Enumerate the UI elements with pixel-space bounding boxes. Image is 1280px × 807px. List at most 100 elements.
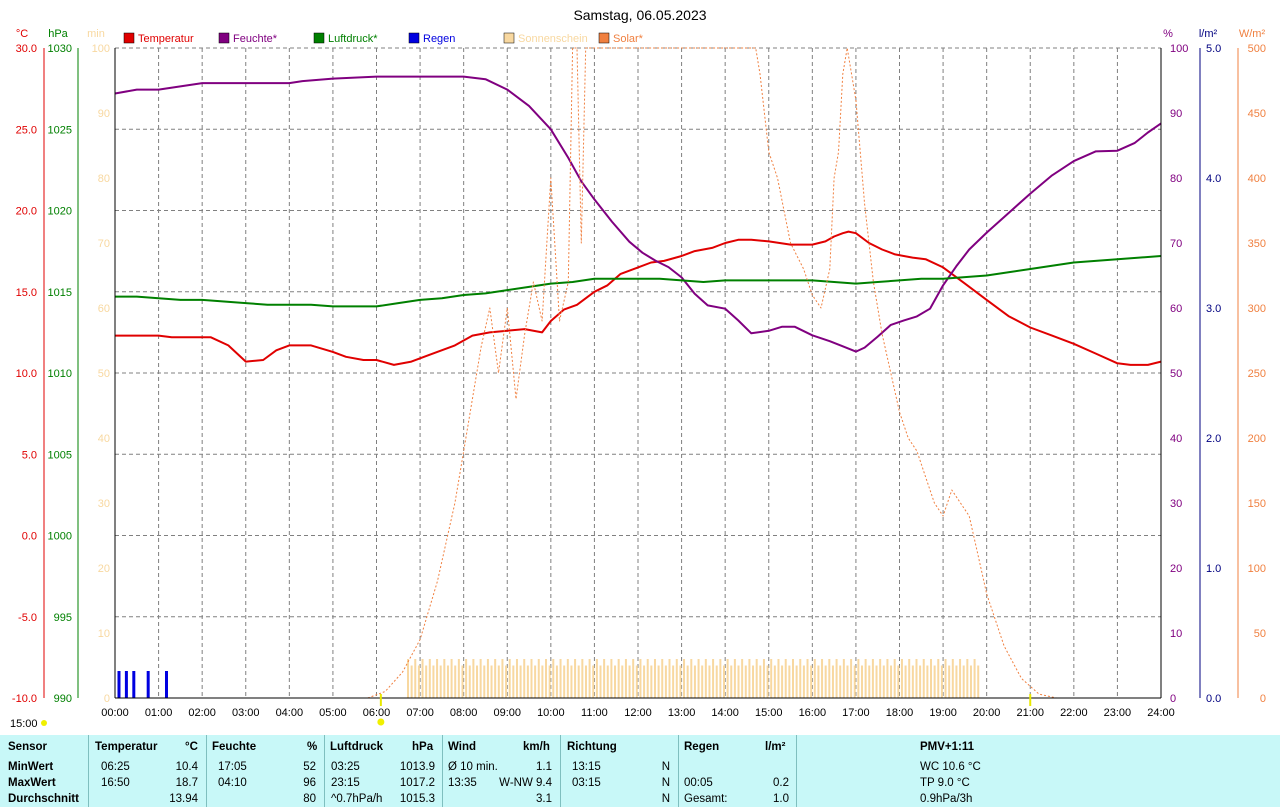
rain-tick-label: 5.0 xyxy=(1206,43,1221,55)
weather-chart: Samstag, 06.05.2023 30.0 25.0 20.0 15.0 10.0… xyxy=(10,7,1266,730)
sunshine-bar xyxy=(545,659,548,698)
sunshine-bar xyxy=(588,659,591,698)
sunshine-bar xyxy=(606,665,609,698)
hum-tick-label: 80 xyxy=(1170,173,1182,185)
solar-tick-label: 50 xyxy=(1254,628,1266,640)
stats-header-temp: Temperatur xyxy=(95,741,158,753)
press-tick-label: 1005 xyxy=(48,449,72,461)
sunrise-label-dot xyxy=(41,720,47,726)
sunshine-bar xyxy=(940,665,943,698)
press-tick-label: 1015 xyxy=(48,287,72,299)
sunshine-bar xyxy=(719,659,722,698)
sunshine-bar xyxy=(748,659,751,698)
legend-swatch xyxy=(123,32,135,44)
stats-cell-label: MinWert xyxy=(8,761,54,773)
rain-bar xyxy=(146,671,150,698)
stats-cell-press_time: ^0.7hPa/h xyxy=(331,793,383,805)
sunshine-bar xyxy=(519,665,522,698)
sunshine-bar xyxy=(450,659,453,698)
stats-header-rain-unit: l/m² xyxy=(765,741,786,753)
sunshine-bar xyxy=(468,665,471,698)
sunshine-bar xyxy=(955,665,958,698)
sunshine-bar xyxy=(577,665,580,698)
hum-tick-label: 90 xyxy=(1170,108,1182,120)
sunshine-bar xyxy=(908,659,911,698)
sunshine-bar xyxy=(574,659,577,698)
sunshine-bar xyxy=(897,665,900,698)
sunshine-bar xyxy=(882,665,885,698)
stats-cell-hum: 52 xyxy=(303,761,316,773)
sunshine-bar xyxy=(948,665,951,698)
stats-cell-press: 1013.9 xyxy=(399,761,435,773)
solar-tick-label: 300 xyxy=(1248,303,1266,315)
sunshine-bar xyxy=(788,665,791,698)
stats-cell-press: 1017.2 xyxy=(399,777,435,789)
solar-tick-label: 250 xyxy=(1248,368,1266,380)
sunshine-bar xyxy=(715,665,718,698)
x-tick-label: 10:00 xyxy=(537,707,565,719)
legend-swatch xyxy=(598,32,610,44)
stats-cell-wind: 1.1 xyxy=(536,761,552,773)
sunshine-bar xyxy=(951,659,954,698)
sunshine-bar xyxy=(414,659,417,698)
stats-header-temp-unit: °C xyxy=(185,741,198,753)
sunshine-bar xyxy=(523,659,526,698)
press-tick-label: 990 xyxy=(54,693,72,705)
sunshine-bar xyxy=(799,659,802,698)
stats-cell-dir_time: 13:15 xyxy=(572,761,601,773)
sunshine-bar xyxy=(661,659,664,698)
stats-header-wind-unit: km/h xyxy=(523,741,550,753)
sunshine-bar xyxy=(436,659,439,698)
stats-header-wind: Wind xyxy=(448,741,476,753)
sun-tick-label: 20 xyxy=(98,563,110,575)
sunshine-bar xyxy=(944,659,947,698)
legend-swatch xyxy=(218,32,230,44)
sunshine-bar xyxy=(603,659,606,698)
rain-bar xyxy=(132,671,136,698)
sunshine-bar xyxy=(617,659,620,698)
stats-cell-temp: 13.94 xyxy=(169,793,198,805)
stats-cell-hum_time: 04:10 xyxy=(218,777,247,789)
sunshine-bar xyxy=(701,665,704,698)
stats-cell-temp: 10.4 xyxy=(175,761,198,773)
sunshine-bar xyxy=(683,659,686,698)
sunshine-bar xyxy=(584,665,587,698)
sunshine-bar xyxy=(668,659,671,698)
sunshine-bar xyxy=(457,659,460,698)
sunshine-bar xyxy=(657,665,660,698)
sunshine-bar xyxy=(704,659,707,698)
sunshine-bar xyxy=(762,659,765,698)
x-tick-label: 18:00 xyxy=(886,707,914,719)
stats-cell-hum: 80 xyxy=(303,793,316,805)
press-tick-label: 995 xyxy=(54,612,72,624)
sunshine-bar xyxy=(635,665,638,698)
series-line-luftdruck xyxy=(115,255,1162,308)
solar-tick-label: 100 xyxy=(1248,563,1266,575)
sunshine-bar xyxy=(926,665,929,698)
hum-unit: % xyxy=(1163,28,1173,40)
stats-cell-temp_time: 06:25 xyxy=(101,761,130,773)
axis-units: °C hPa min % l/m² W/m² xyxy=(16,28,1266,40)
sunshine-bar xyxy=(552,659,555,698)
legend: Temperatur Feuchte* Luftdruck* Regen Sonnens… xyxy=(123,32,644,45)
sunshine-bar xyxy=(461,665,464,698)
sunrise-dot xyxy=(377,718,385,726)
sunshine-bar xyxy=(821,659,824,698)
sun-tick-label: 40 xyxy=(98,433,110,445)
sunshine-bar xyxy=(690,659,693,698)
sunshine-bar xyxy=(973,659,976,698)
sunshine-bar xyxy=(628,665,631,698)
stats-cell-dir: N xyxy=(661,761,670,773)
sunshine-bar xyxy=(614,665,617,698)
x-tick-label: 20:00 xyxy=(973,707,1001,719)
press-tick-label: 1025 xyxy=(48,124,72,136)
stats-cell-wind: W-NW 9.4 xyxy=(499,777,552,789)
hum-tick-label: 60 xyxy=(1170,303,1182,315)
sunshine-bar xyxy=(439,665,442,698)
stats-header-press: Luftdruck xyxy=(330,741,384,753)
stats-cell-label: Durchschnitt xyxy=(8,793,79,805)
sunshine-bar xyxy=(417,665,420,698)
x-tick-label: 09:00 xyxy=(493,707,521,719)
sunshine-bar xyxy=(871,659,874,698)
stats-table: Sensor Temperatur °C Feuchte % Luftdruck… xyxy=(0,735,1280,807)
